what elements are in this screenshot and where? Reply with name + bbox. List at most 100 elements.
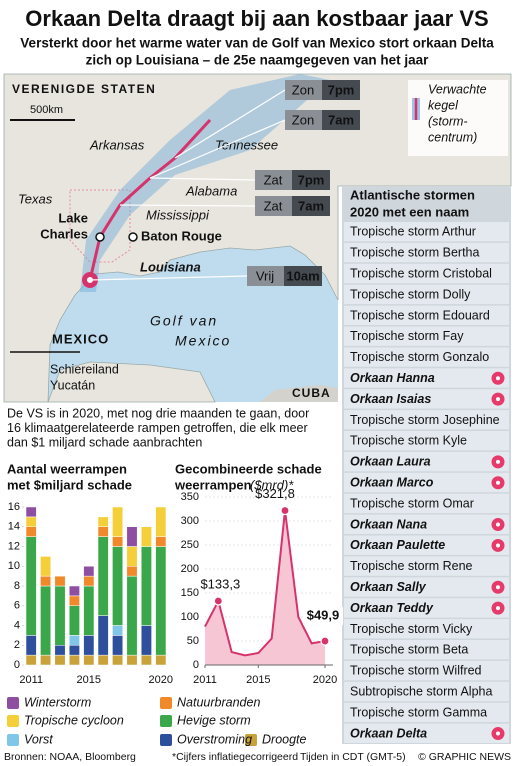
forecast-time-box bbox=[284, 266, 322, 286]
legend-label: Natuurbranden bbox=[177, 695, 260, 709]
chart-title: weerrampen bbox=[174, 477, 252, 492]
bar-segment bbox=[54, 575, 66, 587]
storm-name: Orkaan Sally bbox=[350, 580, 427, 594]
x-tick-label: 2020 bbox=[149, 674, 173, 686]
storm-row bbox=[344, 305, 509, 325]
y-tick-label: 0 bbox=[14, 659, 20, 671]
map-label: Yucatán bbox=[50, 378, 95, 392]
hurricane-eye bbox=[496, 397, 500, 402]
storm-name: Tropische storm Beta bbox=[350, 643, 468, 657]
storm-row bbox=[344, 681, 509, 702]
subtitle: zich op Louisiana – de 25e naamgegeven v… bbox=[86, 53, 430, 68]
legend-label: Tropische cycloon bbox=[24, 713, 124, 727]
y-tick-label: 150 bbox=[181, 587, 199, 599]
hurricane-eye bbox=[496, 480, 500, 485]
gulf-label: Mexico bbox=[175, 333, 231, 349]
bar-segment bbox=[155, 654, 167, 666]
bar-segment bbox=[54, 654, 66, 666]
forecast-time-box bbox=[292, 170, 330, 190]
chart-title-unit: ($mrd)* bbox=[250, 477, 294, 492]
storm-row bbox=[344, 723, 509, 743]
bar-segment bbox=[126, 566, 138, 577]
footer-time: Tijden in CDT (GMT-5) bbox=[300, 751, 406, 763]
bar-segment bbox=[68, 654, 80, 666]
chart-title: Aantal weerrampen bbox=[7, 461, 127, 476]
y-tick-label: 350 bbox=[181, 491, 199, 503]
forecast-day: Zon bbox=[292, 112, 314, 127]
storm-row bbox=[344, 493, 509, 514]
y-tick-label: 8 bbox=[14, 580, 20, 592]
gulf-label: Golf van bbox=[150, 313, 218, 329]
forecast-day-box bbox=[285, 80, 322, 100]
value-label: $321,8 bbox=[255, 486, 295, 501]
storm-name: Tropische storm Dolly bbox=[350, 287, 471, 301]
chart-title: met $miljard schade bbox=[7, 477, 132, 492]
legend-swatch bbox=[160, 734, 172, 746]
bar-segment bbox=[83, 575, 95, 587]
scale-label: 500km bbox=[30, 104, 63, 116]
storm-row bbox=[344, 389, 509, 409]
storm-name: Tropische storm Fay bbox=[350, 329, 464, 343]
hurricane-eye bbox=[496, 585, 500, 590]
map-legend-text: kegel bbox=[428, 98, 459, 112]
storm-name: Tropische storm Cristobal bbox=[350, 267, 492, 281]
y-tick-label: 250 bbox=[181, 539, 199, 551]
y-tick-label: 16 bbox=[8, 501, 20, 513]
x-tick-label: 2011 bbox=[19, 674, 43, 686]
city-label: Lake bbox=[58, 210, 88, 225]
legend-label: Hevige storm bbox=[177, 713, 251, 727]
storm-row bbox=[344, 577, 509, 597]
forecast-day: Zat bbox=[264, 198, 283, 213]
forecast-time: 7pm bbox=[328, 82, 355, 97]
storm-name: Orkaan Isaias bbox=[350, 392, 431, 406]
storm-name: Tropische storm Bertha bbox=[350, 246, 479, 260]
intro-text: 16 klimaatgerelateerde rampen getroffen,… bbox=[7, 421, 308, 435]
chart-title: Gecombineerde schade bbox=[175, 461, 322, 476]
map-label: Schiereiland bbox=[50, 362, 119, 376]
y-tick-label: 0 bbox=[193, 659, 199, 671]
map-label: MEXICO bbox=[52, 331, 109, 346]
bar-segment bbox=[68, 585, 80, 597]
storm-row bbox=[344, 222, 509, 242]
storm-name: Tropische storm Gonzalo bbox=[350, 350, 489, 364]
forecast-connector bbox=[174, 89, 286, 159]
bar-segment bbox=[112, 654, 124, 666]
storm-name: Tropische storm Arthur bbox=[350, 225, 476, 239]
bar-segment bbox=[25, 536, 37, 636]
bar-segment bbox=[68, 635, 80, 646]
map-legend-text: Verwachte bbox=[428, 82, 487, 96]
legend-swatch bbox=[7, 715, 19, 727]
bar-segment bbox=[112, 536, 124, 547]
storm-name: Orkaan Marco bbox=[350, 476, 434, 490]
point bbox=[280, 505, 290, 516]
forecast-day-box bbox=[285, 110, 322, 130]
y-tick-label: 50 bbox=[187, 635, 199, 647]
bar-segment bbox=[68, 645, 80, 656]
bar-segment bbox=[97, 536, 109, 616]
forecast-day-box bbox=[255, 196, 292, 216]
storm-name: Tropische storm Kyle bbox=[350, 434, 467, 448]
storm-name: Orkaan Delta bbox=[350, 726, 427, 740]
bar-segment bbox=[68, 595, 80, 606]
y-tick-label: 200 bbox=[181, 563, 199, 575]
area bbox=[205, 510, 325, 665]
intro-text: De VS is in 2020, met nog drie maanden t… bbox=[7, 406, 309, 420]
map-legend-text: centrum) bbox=[428, 130, 477, 144]
bar-segment bbox=[40, 585, 52, 656]
forecast-time-box bbox=[322, 110, 360, 130]
hurricane-eye bbox=[496, 522, 500, 527]
bar-segment bbox=[83, 635, 95, 656]
forecast-day-box bbox=[247, 266, 284, 286]
bar-segment bbox=[83, 566, 95, 577]
forecast-day: Zon bbox=[292, 82, 314, 97]
cuba bbox=[260, 385, 338, 402]
y-tick-label: 14 bbox=[8, 521, 20, 533]
bar-segment bbox=[112, 635, 124, 656]
storm-row bbox=[344, 451, 509, 472]
map-label: Mississippi bbox=[146, 207, 210, 222]
line bbox=[204, 510, 326, 657]
storm-row bbox=[344, 640, 509, 660]
bar-segment bbox=[140, 625, 152, 656]
bar-segment bbox=[83, 654, 95, 666]
